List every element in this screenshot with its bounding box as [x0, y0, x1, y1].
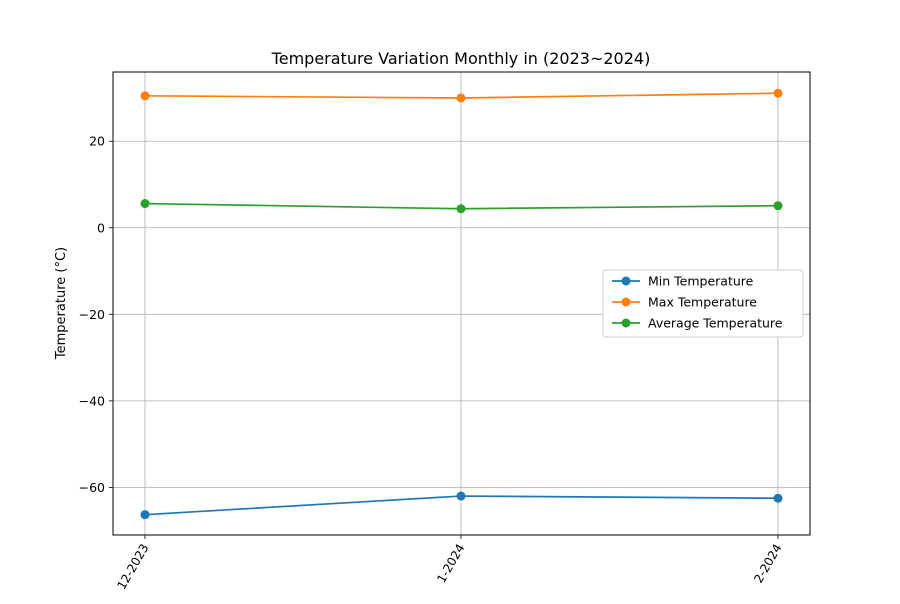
min-temperature-point — [456, 491, 466, 501]
max-temperature-point — [456, 93, 466, 103]
max-temperature-legend-marker — [621, 297, 631, 307]
gridlines — [113, 72, 810, 535]
x-tick-label: 1-2024 — [434, 542, 467, 586]
series-layer — [140, 88, 783, 520]
y-axis-label: Temperature (°C) — [54, 247, 69, 360]
axes: 12-2023 1-2024 2-2024 20 0 −20 −40 −60 — [79, 134, 785, 592]
legend-label: Max Temperature — [648, 295, 757, 310]
average-temperature-point — [773, 201, 783, 211]
min-temperature-legend-marker — [621, 276, 631, 286]
y-tick-label: −20 — [79, 307, 105, 322]
x-tick-label: 12-2023 — [114, 542, 151, 592]
y-tick-label: 0 — [97, 220, 105, 235]
legend-label: Average Temperature — [648, 316, 783, 331]
legend-box — [602, 269, 804, 338]
y-tick-label: −40 — [79, 393, 105, 408]
chart-title: Temperature Variation Monthly in (2023~2… — [271, 49, 651, 68]
average-temperature-point — [456, 204, 466, 214]
average-temperature-point — [140, 199, 150, 209]
legend-label: Min Temperature — [648, 274, 754, 289]
max-temperature-point — [140, 91, 150, 101]
legend: Min Temperature Max Temperature Average Te… — [602, 269, 804, 338]
x-tick-label: 2-2024 — [751, 542, 784, 586]
min-temperature-point — [773, 493, 783, 503]
y-tick-label: 20 — [89, 134, 105, 149]
max-temperature-point — [773, 88, 783, 98]
average-temperature-legend-marker — [621, 318, 631, 328]
min-temperature-point — [140, 510, 150, 520]
y-tick-label: −60 — [79, 480, 105, 495]
plot-frame — [112, 71, 811, 536]
